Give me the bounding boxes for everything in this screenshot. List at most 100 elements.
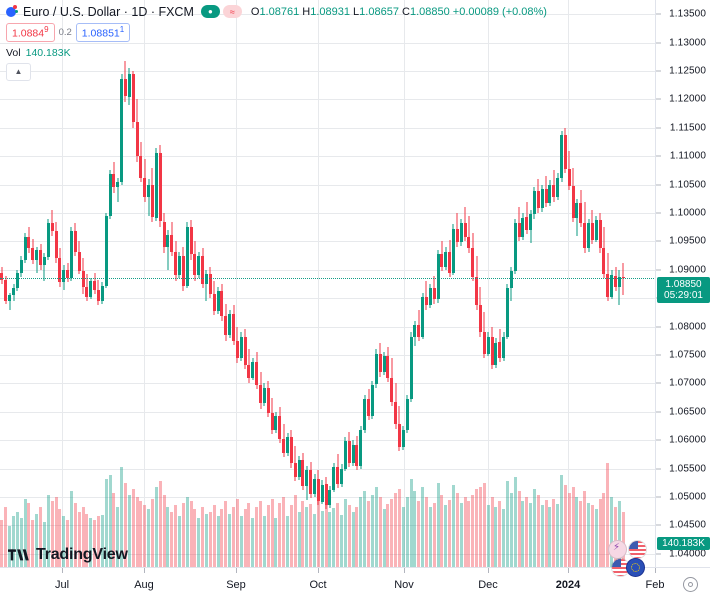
bid-price-value: 1.0884 bbox=[12, 27, 45, 40]
gridline-vertical bbox=[62, 0, 63, 568]
volume-bar bbox=[355, 507, 359, 568]
candle-body bbox=[15, 272, 19, 288]
candle-body bbox=[397, 424, 401, 447]
time-tick-dash bbox=[236, 568, 237, 573]
candlestick bbox=[54, 221, 58, 263]
candlestick bbox=[201, 248, 205, 288]
volume-bar bbox=[81, 507, 85, 568]
volume-value-badge[interactable]: 140.183K bbox=[657, 537, 710, 550]
candle-body bbox=[286, 437, 289, 453]
candlestick bbox=[374, 349, 378, 388]
candlestick bbox=[494, 338, 498, 368]
gridline-vertical bbox=[144, 0, 145, 568]
candle-body bbox=[123, 79, 127, 97]
volume-bar bbox=[448, 500, 452, 568]
gridline-horizontal bbox=[0, 127, 656, 129]
price-axis-tick: 1.09500 bbox=[669, 235, 706, 247]
candlestick bbox=[459, 218, 463, 246]
candle-body bbox=[355, 444, 359, 466]
time-axis-tick: 2024 bbox=[555, 579, 581, 591]
candle-body bbox=[617, 276, 621, 287]
candlestick bbox=[147, 178, 151, 216]
candlestick bbox=[602, 227, 606, 279]
candle-body bbox=[313, 478, 316, 495]
candlestick bbox=[463, 207, 467, 242]
volume-bar bbox=[313, 513, 316, 568]
candlestick bbox=[594, 215, 598, 243]
volume-bar bbox=[247, 503, 251, 568]
volume-bar bbox=[374, 487, 378, 568]
volume-bar bbox=[440, 495, 444, 568]
gridline-horizontal bbox=[0, 213, 656, 214]
price-axis-tick: 1.13500 bbox=[669, 8, 706, 20]
symbol-title[interactable]: Euro / U.S. Dollar · 1D · FXCM bbox=[23, 4, 194, 19]
volume-bar bbox=[96, 516, 100, 568]
candle-body bbox=[521, 217, 525, 237]
data-delayed-badge: ≈ bbox=[222, 5, 242, 18]
candle-body bbox=[93, 281, 96, 290]
current-price-badge[interactable]: 1.08850 05:29:01 bbox=[657, 277, 710, 304]
us-flag-badge-top-icon[interactable] bbox=[628, 540, 647, 559]
volume-bar bbox=[251, 517, 255, 568]
volume-bar bbox=[513, 477, 517, 568]
candlestick bbox=[490, 326, 494, 370]
timezone-clock-icon[interactable] bbox=[683, 577, 698, 592]
candlestick bbox=[598, 213, 602, 253]
chart-plot-area[interactable] bbox=[0, 0, 656, 568]
candle-body bbox=[228, 314, 232, 336]
candlestick bbox=[359, 426, 363, 469]
time-axis[interactable]: Jul Aug Sep Oct Nov Dec 2024 Feb bbox=[0, 567, 710, 600]
volume-bar bbox=[602, 493, 606, 568]
volume-bar bbox=[255, 507, 259, 568]
gridline-horizontal bbox=[0, 525, 656, 527]
price-axis[interactable]: 1.13500 1.13000 1.12500 1.12000 1.11500 1.110… bbox=[655, 0, 710, 568]
chart-legend[interactable]: Euro / U.S. Dollar · 1D · FXCM ● ≈ O1.08… bbox=[6, 3, 547, 81]
candlestick bbox=[39, 244, 42, 270]
volume-bar bbox=[405, 497, 409, 568]
candle-body bbox=[181, 255, 185, 286]
candle-body bbox=[232, 314, 235, 341]
volume-bar bbox=[567, 493, 571, 568]
gridline-horizontal bbox=[0, 71, 656, 72]
candlestick bbox=[367, 389, 370, 421]
candle-wick bbox=[618, 269, 620, 305]
candle-body bbox=[54, 231, 58, 259]
candle-body bbox=[340, 468, 343, 485]
candle-body bbox=[23, 236, 27, 260]
eu-flag-badge-icon[interactable] bbox=[626, 558, 645, 577]
economic-event-badges[interactable] bbox=[608, 540, 654, 580]
candle-body bbox=[131, 73, 135, 123]
candle-body bbox=[170, 234, 174, 252]
candle-body bbox=[394, 401, 397, 425]
bid-price-box[interactable]: 1.08849 bbox=[6, 23, 55, 42]
collapse-pane-button[interactable]: ▲ bbox=[6, 62, 31, 81]
candlestick bbox=[471, 232, 475, 282]
time-axis-tick: Dec bbox=[478, 579, 498, 591]
volume-bar bbox=[305, 507, 309, 568]
candlestick bbox=[185, 221, 189, 288]
volatility-bolt-badge-icon[interactable] bbox=[608, 540, 627, 559]
candle-body bbox=[552, 184, 556, 198]
price-tick-dash bbox=[656, 326, 661, 328]
candlestick bbox=[8, 292, 12, 310]
candlestick bbox=[343, 437, 347, 472]
candle-body bbox=[424, 297, 428, 306]
volume-bar bbox=[143, 505, 147, 568]
candlestick bbox=[552, 170, 556, 202]
volume-bar bbox=[8, 525, 12, 568]
volume-bar bbox=[316, 499, 320, 568]
candlestick bbox=[316, 469, 320, 506]
volume-bar bbox=[224, 501, 228, 568]
candle-body bbox=[614, 275, 617, 287]
volume-bar bbox=[390, 499, 394, 568]
candle-body bbox=[116, 181, 120, 188]
ask-price-box[interactable]: 1.088511 bbox=[75, 23, 131, 42]
price-tick-dash bbox=[656, 98, 661, 100]
time-axis-tick: Oct bbox=[309, 579, 327, 591]
candle-body bbox=[293, 462, 297, 478]
volume-bar bbox=[46, 495, 50, 568]
gridline-horizontal bbox=[0, 99, 656, 101]
candlestick bbox=[177, 251, 181, 279]
volume-bar bbox=[54, 497, 58, 568]
candlestick bbox=[116, 177, 120, 202]
